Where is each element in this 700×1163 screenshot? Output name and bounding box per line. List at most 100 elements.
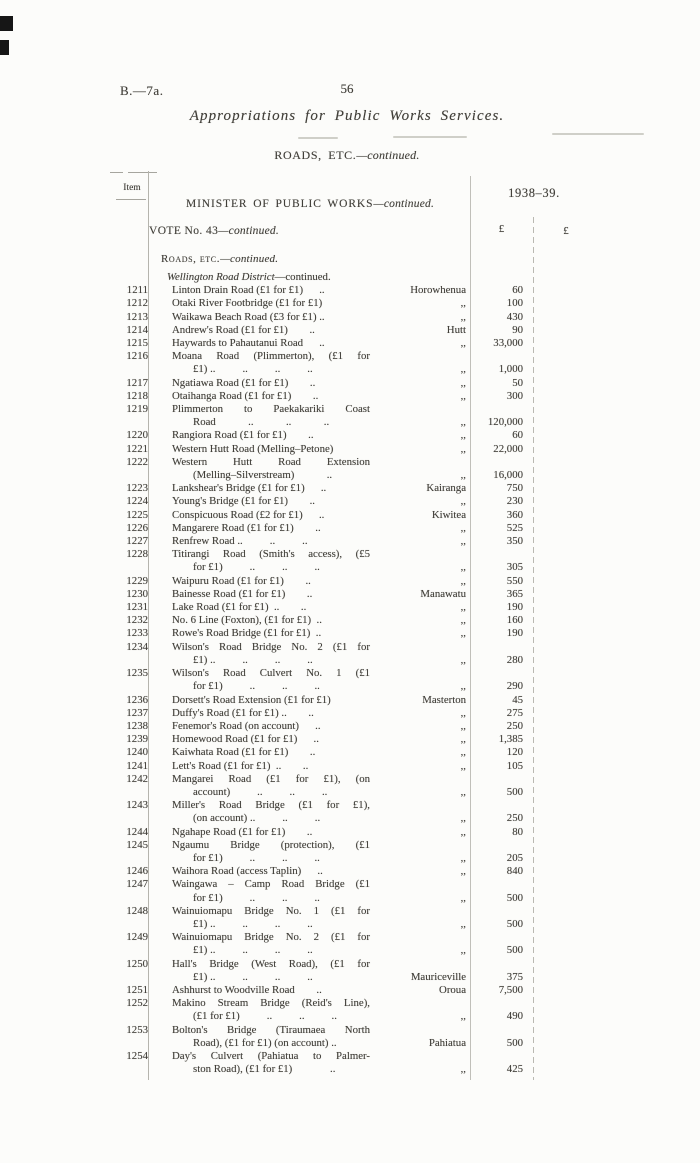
item-cell: 1241 [126,759,148,772]
item-cell: 1251 [126,983,148,996]
table-row: 1243 Miller's Road Bridge (£1 for £1), (on… [120,799,526,825]
table-row: 1215 Haywards to Pahautanui Road ..,, 33,0… [120,337,526,350]
description-cell: Dorsett's Road Extension (£1 for £1) [166,694,370,707]
table-row: 1225 Conspicuous Road (£2 for £1) .. Kiwit… [120,509,526,522]
item-cell: 1232 [126,614,148,627]
table-row: 1241 Lett's Road (£1 for £1) .. ..,, 105 [120,760,526,773]
item-cell: 1221 [126,442,148,455]
description-line: Fenemor's Road (on account) .. [172,719,321,732]
amount-cell: 190 [506,601,523,614]
amount-cell: 160 [506,614,523,627]
description-line: Ngatiawa Road (£1 for £1) .. [172,376,316,389]
table-row: 1217 Ngatiawa Road (£1 for £1) ..,, 50 [120,377,526,390]
table-row: 1219 Plimmerton to Paekakariki Coast Road … [120,403,526,429]
item-cell: 1244 [126,825,148,838]
description-cell: Waingawa – Camp Road Bridge (£1 for £1) .… [166,878,370,904]
amount-cell: 275 [506,706,523,719]
item-cell: 1222 [126,455,148,468]
amount-cell: 205 [506,851,523,864]
section-heading: ROADS, ETC.—continued. [0,148,694,163]
amount-cell: 430 [506,310,523,323]
location-cell: ,, [460,851,466,864]
description-line: Plimmerton to Paekakariki Coast [172,403,370,416]
amount-cell: 90 [512,323,523,336]
description-line: (on account) .. .. .. [193,812,321,825]
page-number: 56 [340,81,354,96]
description-cell: Renfrew Road .. .. .. [166,535,370,548]
description-cell: Mangarei Road (£1 for £1), (on account) .… [166,773,370,799]
amount-cell: 490 [506,1010,523,1023]
location-cell: ,, [460,706,466,719]
location-cell: ,, [460,535,466,548]
item-cell: 1243 [126,799,148,812]
amount-cell: 45 [512,693,523,706]
table-row: 1238 Fenemor's Road (on account) ..,, 250 [120,720,526,733]
description-cell: Bolton's Bridge (Tiraumaea North Road), (… [166,1024,370,1050]
currency-symbol-1: £ [498,223,505,235]
description-line: (£1 for £1) .. .. .. [193,1010,337,1023]
column-rule-amount-left [470,176,471,1080]
district-continued: —continued. [274,271,331,283]
description-line: for £1) .. .. .. [193,851,320,864]
vote-heading-continued: —continued. [218,225,279,237]
description-cell: Linton Drain Road (£1 for £1) .. [166,284,370,297]
location-cell: Manawatu [420,587,466,600]
amount-cell: 425 [506,1063,523,1076]
item-cell: 1225 [126,508,148,521]
description-line: Day's Culvert (Pahiatua to Palmer- [172,1049,370,1062]
description-cell: Waihora Road (access Taplin) .. [166,865,370,878]
amount-cell: 525 [506,521,523,534]
description-cell: Wilson's Road Bridge No. 2 (£1 for £1) ..… [166,641,370,667]
table-body: Wellington Road District—continued. 1211 L… [120,271,526,1076]
location-cell: ,, [460,627,466,640]
location-cell: ,, [460,1063,466,1076]
item-cell: 1254 [126,1049,148,1062]
description-cell: Waikawa Beach Road (£3 for £1) .. [166,311,370,324]
item-cell: 1235 [126,667,148,680]
item-cell: 1249 [126,931,148,944]
description-cell: Lake Road (£1 for £1) .. .. [166,601,370,614]
description-cell: Andrew's Road (£1 for £1) .. [166,324,370,337]
description-line: Otaihanga Road (£1 for £1) .. [172,389,319,402]
vote-heading-caps: VOTE No. 43 [149,225,219,237]
amount-cell: 1,000 [498,363,523,376]
table-row: 1230 Bainesse Road (£1 for £1) .. Manawatu… [120,588,526,601]
item-cell: 1230 [126,587,148,600]
description-line: Dorsett's Road Extension (£1 for £1) [172,693,331,706]
table-row: 1240 Kaiwhata Road (£1 for £1) ..,, 120 [120,746,526,759]
description-line: Haywards to Pahautanui Road .. [172,337,325,350]
amount-cell: 550 [506,574,523,587]
description-line: Homewood Road (£1 for £1) .. [172,733,319,746]
description-line: Andrew's Road (£1 for £1) .. [172,323,315,336]
table-row: 1223 Lankshear's Bridge (£1 for £1) .. Kai… [120,482,526,495]
amount-cell: 500 [506,891,523,904]
amount-cell: 250 [506,812,523,825]
location-cell: ,, [460,363,466,376]
section-heading-caps: ROADS, ETC. [274,148,357,162]
location-cell: Oroua [439,983,466,996]
description-line: ston Road), (£1 for £1) .. [193,1063,336,1076]
table-row: 1251 Ashhurst to Woodville Road .. Oroua 7,… [120,984,526,997]
location-cell: ,, [460,429,466,442]
table-row: 1236 Dorsett's Road Extension (£1 for £1)… [120,694,526,707]
minister-heading-caps: MINISTER OF PUBLIC WORKS [185,198,374,210]
description-cell: Kaiwhata Road (£1 for £1) .. [166,746,370,759]
description-line: £1) .. .. .. .. [193,944,313,957]
location-cell: Pahiatua [428,1036,466,1049]
document-title: Appropriations for Public Works Services… [189,108,505,124]
description-line: Conspicuous Road (£2 for £1) .. [172,508,325,521]
item-cell: 1239 [126,733,148,746]
description-cell: Hall's Bridge (West Road), (£1 for £1) ..… [166,958,370,984]
amount-cell: 500 [506,944,523,957]
location-cell: ,, [460,469,466,482]
table-row: 1249 Wainuiomapu Bridge No. 2 (£1 for £1) … [120,931,526,957]
table-row: 1221 Western Hutt Road (Melling–Petone),,… [120,443,526,456]
amount-cell: 305 [506,561,523,574]
description-line: Lake Road (£1 for £1) .. .. [172,601,307,614]
location-cell: ,, [460,521,466,534]
column-rule-item [148,171,149,1080]
amount-cell: 350 [506,535,523,548]
item-cell: 1252 [126,997,148,1010]
location-cell: Horowhenua [410,284,466,297]
description-cell: Duffy's Road (£1 for £1) .. .. [166,707,370,720]
